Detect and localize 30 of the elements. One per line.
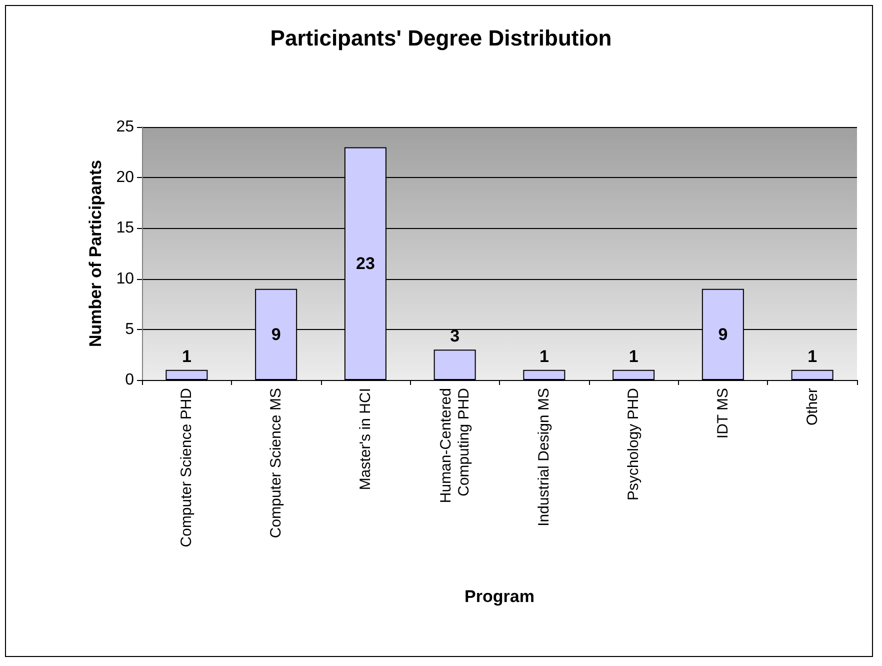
x-tick-label: Human-Centered Computing PHD [437, 388, 472, 504]
x-tick-label: Computer Science MS [268, 388, 285, 538]
x-tick-label: Psychology PHD [625, 388, 642, 501]
x-axis-title: Program [464, 587, 534, 606]
data-label: 3 [450, 326, 460, 346]
bar [523, 370, 566, 380]
y-tick-label: 25 [116, 118, 134, 136]
data-label: 1 [808, 346, 818, 366]
y-tick-label: 20 [116, 169, 134, 186]
y-tick-label: 15 [116, 220, 134, 237]
bar [612, 370, 655, 380]
data-label: 9 [718, 324, 728, 344]
bar [434, 350, 476, 380]
data-label: 1 [539, 346, 549, 366]
bar [791, 370, 834, 380]
x-tick-label: Industrial Design MS [536, 388, 553, 526]
data-label: 9 [271, 324, 281, 344]
chart-title: Participants' Degree Distribution [270, 26, 612, 50]
x-tick-label: Other [804, 388, 821, 426]
data-label: 1 [182, 346, 192, 366]
data-label: 1 [628, 346, 638, 366]
x-tick-label: Computer Science PHD [178, 388, 196, 548]
y-tick-label: 0 [125, 372, 134, 388]
data-label: 23 [356, 254, 375, 274]
x-tick-label: IDT MS [714, 388, 732, 439]
bar [166, 370, 208, 380]
y-tick-label: 10 [116, 270, 134, 288]
y-tick-label: 5 [125, 320, 134, 338]
x-tick-label: Master's in HCI [356, 388, 374, 490]
y-axis-title: Number of Participants [86, 160, 105, 348]
